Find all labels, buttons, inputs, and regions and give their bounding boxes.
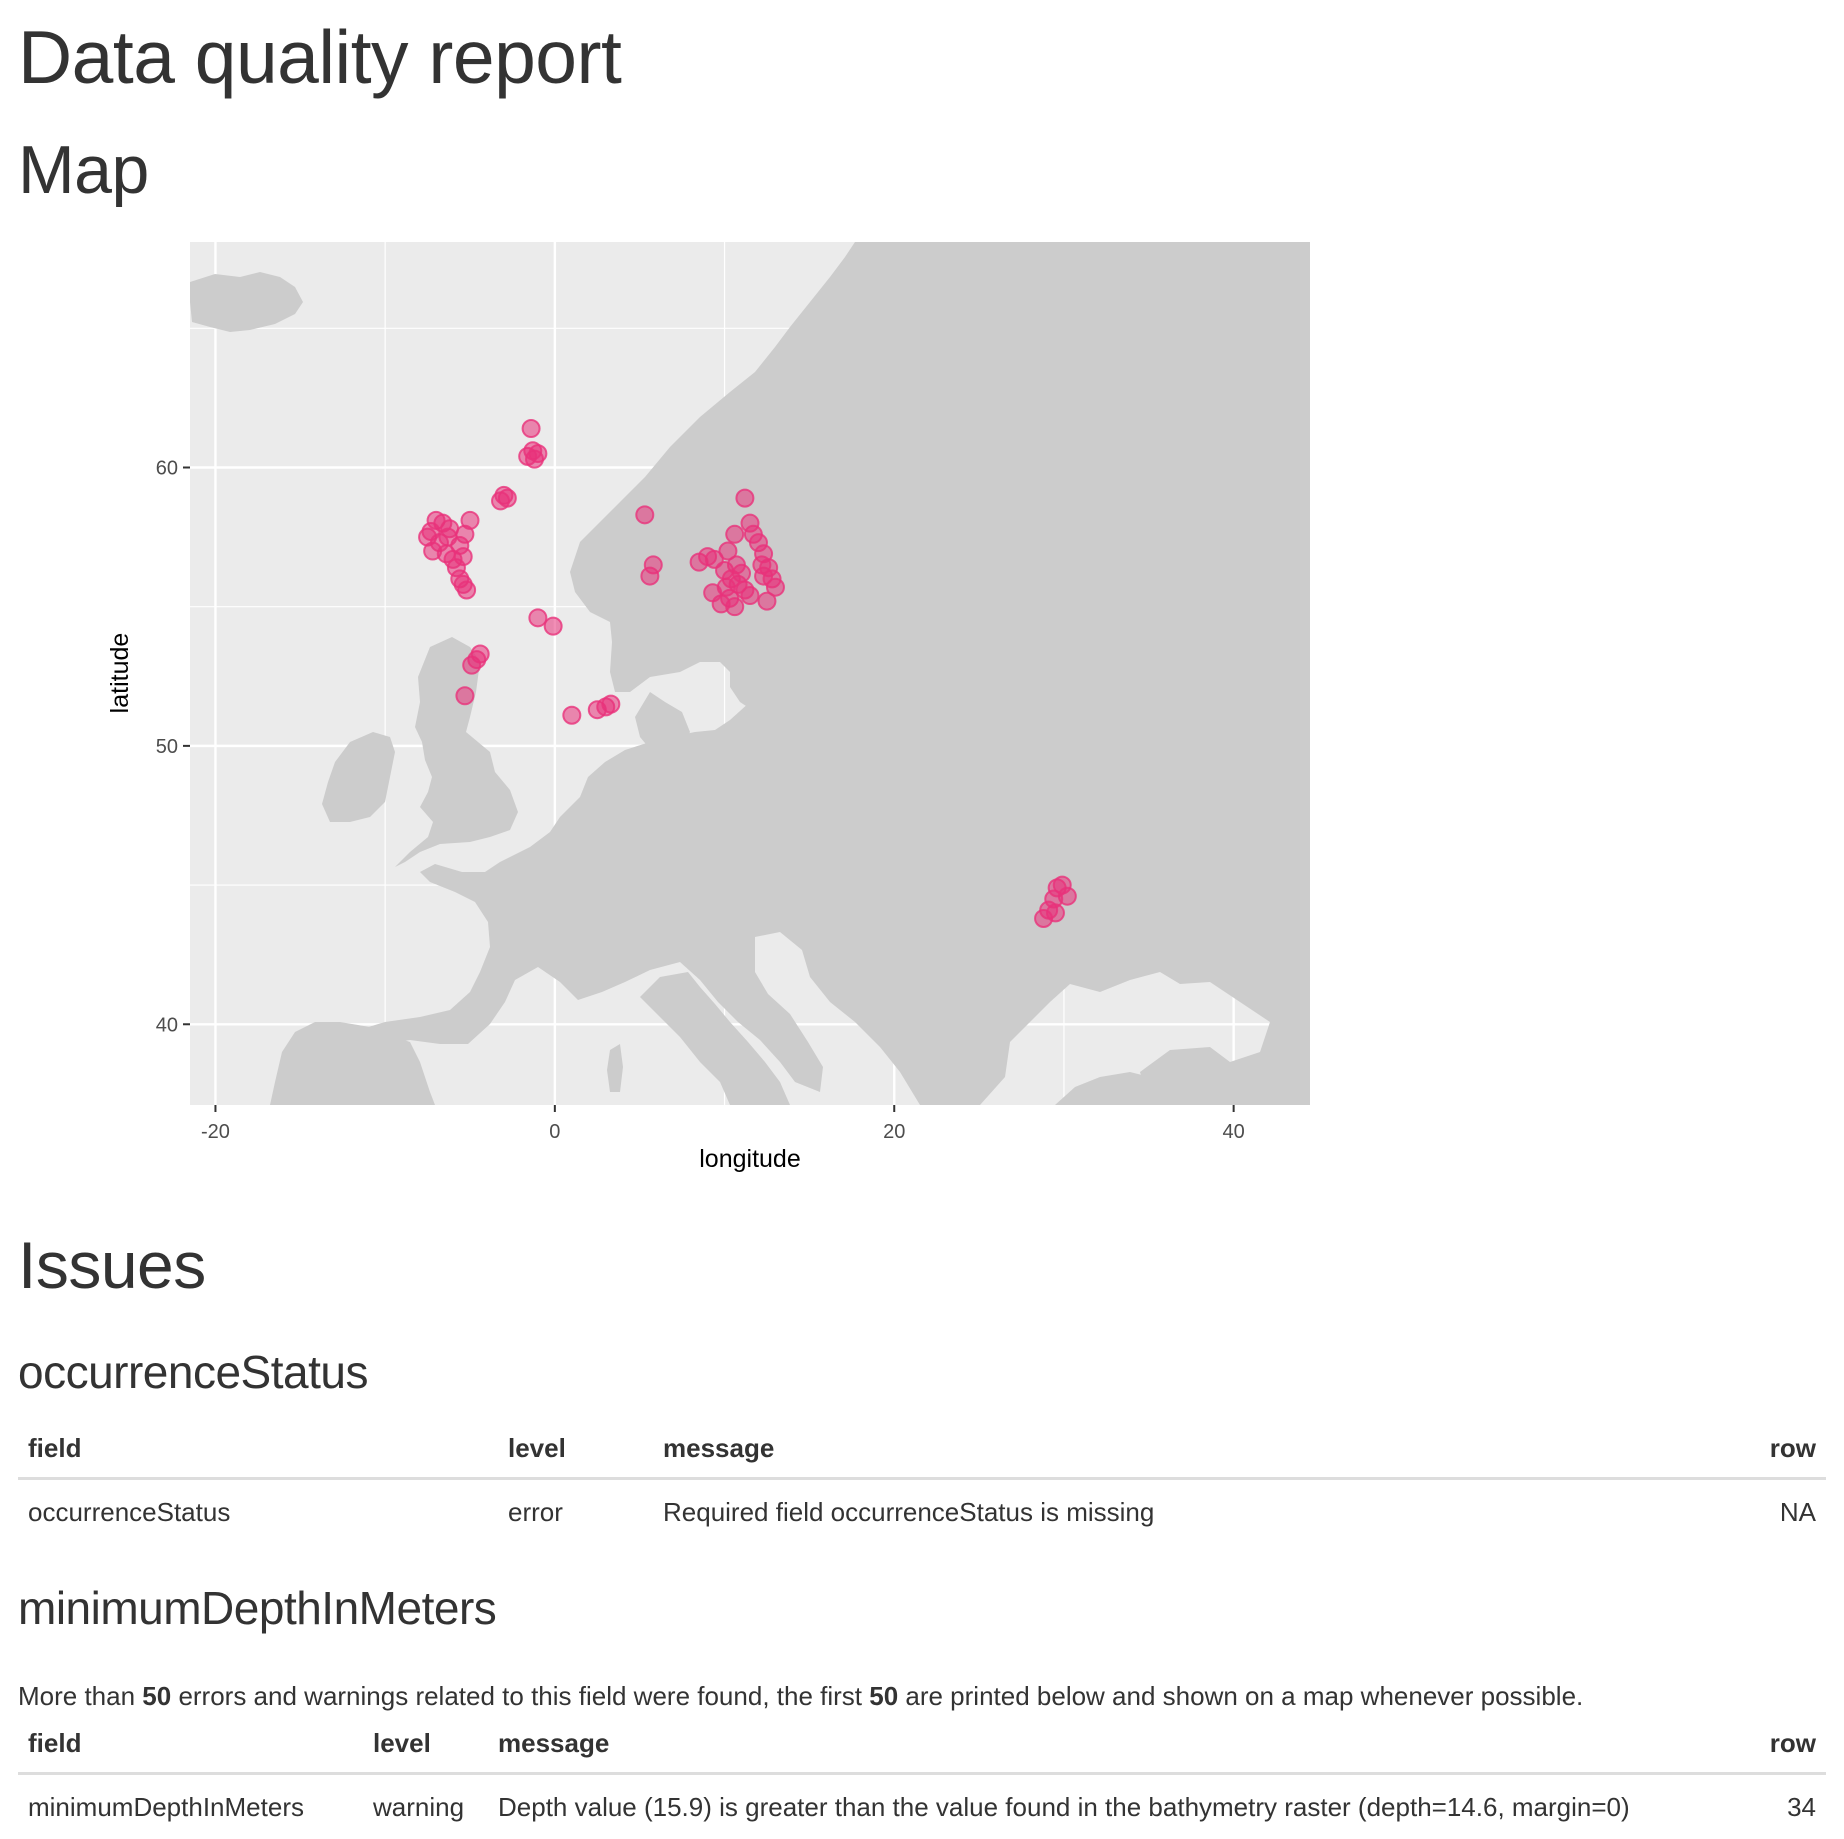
occurrence-point [458,581,475,598]
occurrence-point [463,657,480,674]
issues-heading: Issues [18,1225,206,1305]
occurrence-point [753,556,770,573]
issue-heading-minimum-depth: minimumDepthInMeters [18,1580,496,1636]
map-chart: -20 0 20 40 40 50 60 longitude latitude [90,232,1330,1182]
cell-field: occurrenceStatus [18,1479,498,1545]
cell-field: minimumDepthInMeters [18,1774,363,1839]
occurrence-point [726,526,743,543]
occurrence-point [492,492,509,509]
occurrence-point [758,593,775,610]
y-axis-label: latitude [106,633,134,714]
page-title: Data quality report [18,14,621,100]
cell-message: Required field occurrenceStatus is missi… [653,1479,1726,1545]
column-header-field: field [18,1419,498,1479]
x-tick-label: 20 [883,1121,905,1143]
occurrence-point [726,598,743,615]
column-header-level: level [498,1419,653,1479]
issue-table-occurrence-status: field level message row occurrenceStatus… [18,1419,1826,1544]
x-tick-label: -20 [201,1121,230,1143]
issue-note: More than 50 errors and warnings related… [18,1676,1583,1716]
table-row: occurrenceStatus error Required field oc… [18,1479,1826,1545]
occurrence-point [636,506,653,523]
y-tick-label: 40 [156,1014,178,1036]
occurrence-point [736,490,753,507]
note-count-total: 50 [142,1681,171,1711]
cell-level: error [498,1479,653,1545]
map-heading: Map [18,130,149,210]
column-header-message: message [653,1419,1726,1479]
table-header-row: field level message row [18,1419,1826,1479]
occurrence-point [455,548,472,565]
occurrence-point [645,556,662,573]
occurrence-point [439,529,456,546]
issue-heading-occurrence-status: occurrenceStatus [18,1344,368,1400]
column-header-row: row [1726,1419,1826,1479]
y-tick-label: 60 [156,457,178,479]
occurrence-point [545,618,562,635]
x-tick-label: 0 [549,1121,560,1143]
table-row: minimumDepthInMeters warning Depth value… [18,1774,1826,1839]
x-tick-label: 40 [1223,1121,1245,1143]
note-count-shown: 50 [869,1681,898,1711]
occurrence-point [742,587,759,604]
column-header-field: field [18,1714,363,1774]
x-axis-label: longitude [699,1145,800,1173]
note-text-mid: errors and warnings related to this fiel… [171,1681,869,1711]
occurrence-map: -20 0 20 40 40 50 60 longitude latitude [90,232,1330,1182]
table-header-row: field level message row [18,1714,1826,1774]
occurrence-point [1047,904,1064,921]
occurrence-point [563,707,580,724]
column-header-message: message [488,1714,1746,1774]
y-tick-label: 50 [156,736,178,758]
occurrence-point [602,696,619,713]
occurrence-point [422,523,439,540]
issue-table-minimum-depth: field level message row minimumDepthInMe… [18,1714,1826,1839]
occurrence-point [704,584,721,601]
note-text-post: are printed below and shown on a map whe… [898,1681,1583,1711]
column-header-level: level [363,1714,488,1774]
occurrence-point [523,420,540,437]
cell-row: 34 [1746,1774,1826,1839]
column-header-row: row [1746,1714,1826,1774]
occurrence-point [456,687,473,704]
cell-level: warning [363,1774,488,1839]
occurrence-point [529,609,546,626]
occurrence-point [733,565,750,582]
cell-message: Depth value (15.9) is greater than the v… [488,1774,1746,1839]
cell-row: NA [1726,1479,1826,1545]
occurrence-point [529,445,546,462]
note-text-pre: More than [18,1681,142,1711]
